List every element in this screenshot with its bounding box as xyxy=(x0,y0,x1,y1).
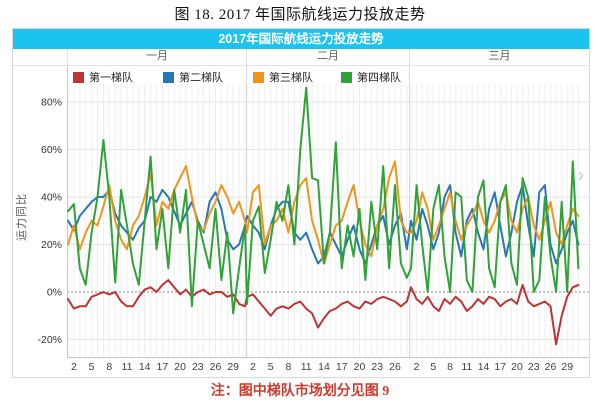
y-tick-label: 0% xyxy=(47,287,62,299)
x-tick-label: 14 xyxy=(478,361,490,373)
series-line-4 xyxy=(67,86,580,315)
plot-area: 80% 60% 40% 20% 0% -20% 2 5 8 11 14 17 20 23 26 29 2 5 8 11… xyxy=(13,66,589,377)
x-tick-label: 29 xyxy=(227,361,239,373)
month-header-row: 一月 二月 三月 xyxy=(13,49,589,66)
chart-title-bar: 2017年国际航线运力投放走势 xyxy=(13,29,589,49)
x-tick-label: 11 xyxy=(122,361,133,373)
x-tick-label: 8 xyxy=(447,361,453,373)
y-tick-label: 60% xyxy=(41,144,62,156)
legend-label: 第二梯队 xyxy=(179,72,223,84)
x-tick-label: 17 xyxy=(157,361,169,373)
x-tick-label: 2 xyxy=(250,361,256,373)
x-tick-label: 23 xyxy=(371,361,383,373)
x-tick-label: 26 xyxy=(389,361,401,373)
month-label-3: 三月 xyxy=(409,49,589,65)
x-tick-label: 2 xyxy=(414,361,420,373)
y-axis-title: 运力同比 xyxy=(16,193,28,241)
month-label-1: 一月 xyxy=(67,49,246,65)
legend-item-2: 第二梯队 xyxy=(163,69,223,85)
x-tick-label: 5 xyxy=(268,361,274,373)
x-tick-label: 20 xyxy=(511,361,523,373)
x-tick-label: 20 xyxy=(174,361,186,373)
x-tick-label: 11 xyxy=(301,361,312,373)
x-tick-label: 17 xyxy=(494,361,506,373)
x-tick-label: 8 xyxy=(286,361,292,373)
legend-label: 第四梯队 xyxy=(357,72,401,84)
legend-swatch-icon xyxy=(163,71,174,83)
scroll-right-icon[interactable]: › xyxy=(578,165,584,185)
legend-item-4: 第四梯队 xyxy=(341,69,401,85)
x-tick-label: 5 xyxy=(430,361,436,373)
month-band-spacer xyxy=(13,49,67,65)
legend-label: 第一梯队 xyxy=(89,72,133,84)
series-line-3 xyxy=(67,160,580,265)
y-tick-label: -20% xyxy=(37,334,62,346)
y-tick-label: 40% xyxy=(41,192,62,204)
y-tick-label: 20% xyxy=(41,239,62,251)
x-tick-label: 26 xyxy=(545,361,557,373)
x-tick-label: 14 xyxy=(318,361,330,373)
x-tick-label: 14 xyxy=(139,361,151,373)
chart-svg: 80%60%40%20%0%-20%2 5 8 11 14 17 20 23 26 29 2 5 8 11… xyxy=(37,66,589,373)
series-lines xyxy=(67,86,580,346)
x-tick-label: 29 xyxy=(561,361,573,373)
figure-caption: 图 18. 2017 年国际航线运力投放走势 xyxy=(174,7,426,23)
legend-item-1: 第一梯队 xyxy=(73,69,133,85)
legend-swatch-icon xyxy=(341,71,352,83)
legend-swatch-icon xyxy=(73,71,84,83)
x-tick-label: 8 xyxy=(106,361,112,373)
legend-item-3: 第三梯队 xyxy=(253,69,313,85)
legend-swatch-icon xyxy=(253,71,264,83)
x-tick-label: 5 xyxy=(89,361,95,373)
x-tick-label: 20 xyxy=(354,361,366,373)
y-tick-label: 80% xyxy=(41,97,62,109)
x-tick-label: 23 xyxy=(192,361,204,373)
legend-label: 第三梯队 xyxy=(269,72,313,84)
series-line-1 xyxy=(67,279,580,346)
x-tick-label: 17 xyxy=(336,361,348,373)
x-axis-labels: 2 5 8 11 14 17 20 23 26 29 2 5 8 11 14 17 20 23 26 2 5 8 11 14 1… xyxy=(71,361,573,373)
chart-card: 2017年国际航线运力投放走势 一月 二月 三月 80% 60% 40% 20% 0% -20… xyxy=(12,28,590,378)
x-tick-label: 2 xyxy=(71,361,77,373)
x-tick-label: 11 xyxy=(461,361,472,373)
x-tick-label: 26 xyxy=(210,361,222,373)
month-label-2: 二月 xyxy=(246,49,409,65)
legend: 第一梯队 第二梯队 第三梯队 第四梯队 xyxy=(13,66,589,88)
note-text: 注：图中梯队市场划分见图 9 xyxy=(210,384,390,399)
x-tick-label: 23 xyxy=(528,361,540,373)
